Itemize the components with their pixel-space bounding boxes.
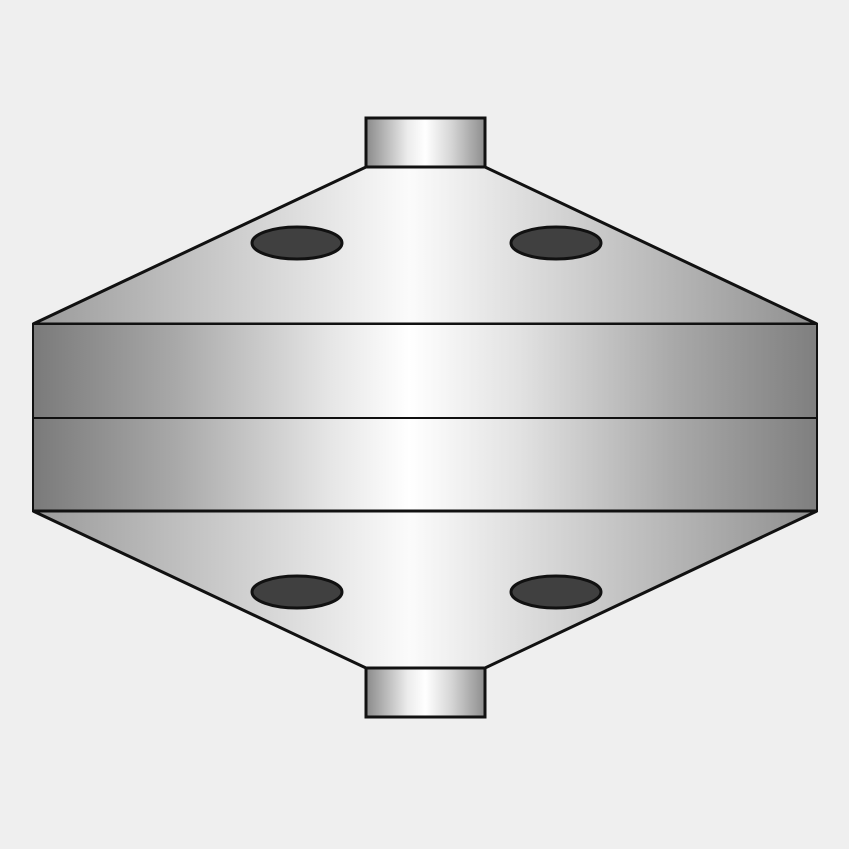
top-nozzle	[364, 116, 487, 170]
lower-cone	[32, 509, 818, 670]
lower-band	[32, 417, 818, 512]
upper-cone	[32, 165, 818, 326]
upper-band	[32, 323, 818, 419]
upper-left-bolt-hole	[250, 225, 344, 261]
bottom-nozzle	[364, 666, 487, 719]
lower-left-bolt-hole	[250, 574, 344, 610]
lower-right-bolt-hole	[509, 574, 603, 610]
upper-right-bolt-hole	[509, 225, 603, 261]
